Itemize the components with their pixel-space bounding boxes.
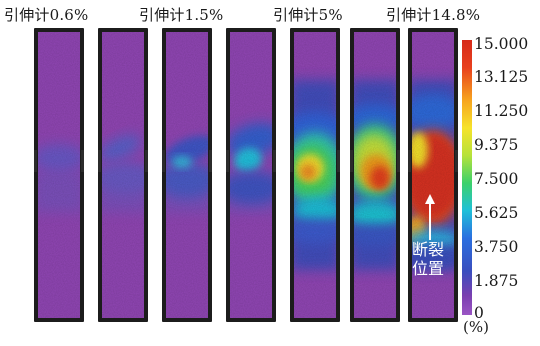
fracture-location-label: 断裂 位置 [411,240,445,278]
specimen-notch-left [290,150,293,172]
specimen-group [34,28,458,322]
extensometer-label-0.6: 引伸计0.6% [4,6,89,24]
colorbar-unit: (%) [463,318,489,336]
specimen-notch-left [34,150,37,172]
specimen-notch-left [98,150,101,172]
colorbar-tick-13.125: 13.125 [474,68,529,86]
fracture-arrow [425,194,435,240]
colorbar-tick-3.75: 3.750 [474,238,519,256]
fracture-label-line-2: 位置 [411,259,444,278]
extensometer-label-5: 引伸计5% [273,6,343,24]
specimen-notch-left [162,150,165,172]
colorbar-tick-7.5: 7.500 [474,170,519,188]
specimen-5 [290,28,340,322]
extensometer-label-1.5: 引伸计1.5% [139,6,224,24]
specimen-notch-left [408,150,411,172]
strain-contours [412,32,454,318]
specimen-2 [98,28,148,322]
strain-contours [230,32,272,318]
strain-contours [354,32,396,318]
strain-contours [102,32,144,318]
colorbar-tick-1.875: 1.875 [474,272,519,290]
strain-contours [166,32,208,318]
specimen-4 [226,28,276,322]
strain-contours [38,32,80,318]
specimen-notch-right [397,150,400,172]
specimen-notch-right [455,150,458,172]
specimen-7 [408,28,458,322]
fracture-label-line-1: 断裂 [411,240,444,259]
specimen-notch-right [145,150,148,172]
specimen-6 [350,28,400,322]
colorbar-tick-0: 0 [474,304,484,322]
colorbar-tick-5.625: 5.625 [474,204,519,222]
extensometer-label-14.8: 引伸计14.8% [386,6,481,24]
colorbar-gradient [462,40,472,315]
specimen-notch-left [350,150,353,172]
specimen-notch-left [226,150,229,172]
colorbar-tick-15: 15.000 [474,35,529,53]
specimen-1 [34,28,84,322]
specimen-3 [162,28,212,322]
specimen-notch-right [273,150,276,172]
specimen-notch-right [81,150,84,172]
strain-contours [294,32,336,318]
colorbar [462,40,472,315]
colorbar-tick-11.25: 11.250 [474,102,529,120]
specimen-notch-right [209,150,212,172]
specimen-notch-right [337,150,340,172]
colorbar-tick-9.375: 9.375 [474,136,519,154]
